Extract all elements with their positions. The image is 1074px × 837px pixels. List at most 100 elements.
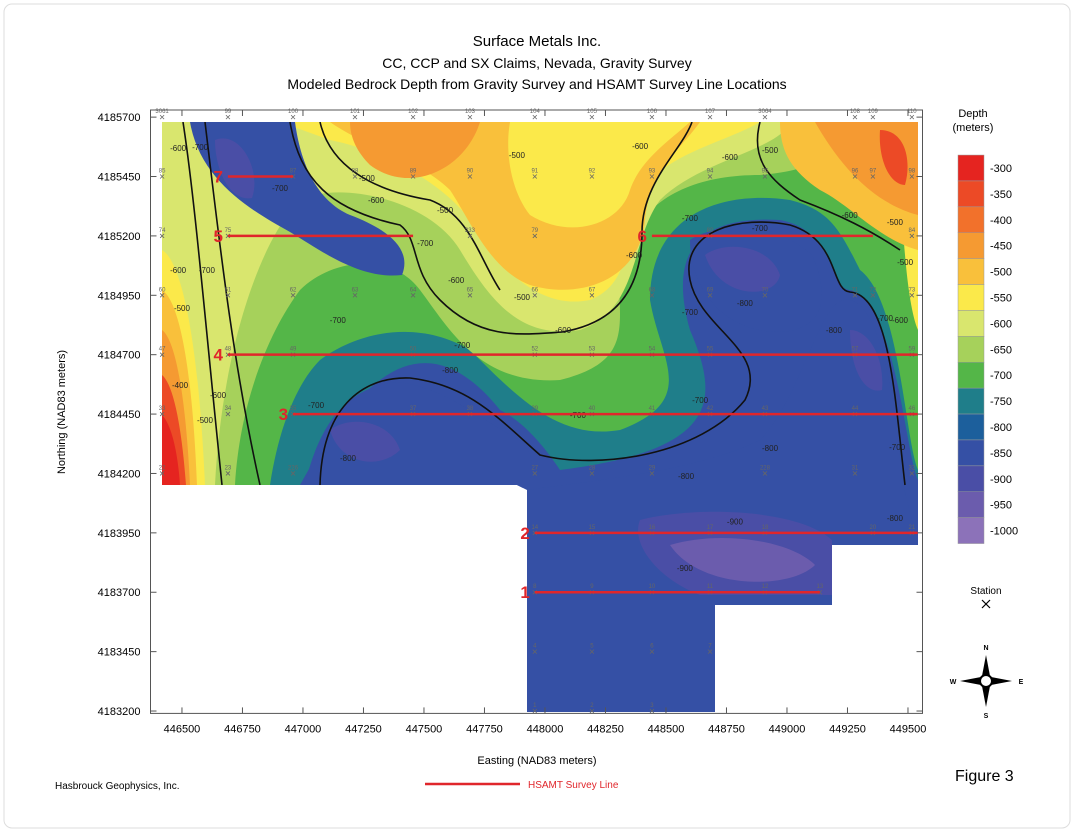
station-marker — [467, 174, 473, 179]
station-label: 33 — [159, 406, 166, 412]
station-label: 93 — [649, 169, 656, 175]
scale-box — [957, 310, 985, 337]
station-marker — [225, 471, 231, 476]
contour-label: -700 — [330, 316, 347, 325]
scale-label: -350 — [990, 189, 1012, 201]
station-marker — [909, 471, 915, 476]
station-marker — [909, 174, 915, 179]
contour-label: -600 — [626, 251, 643, 260]
station-label: 97 — [870, 169, 877, 175]
station-marker — [589, 114, 595, 120]
station-marker — [649, 293, 655, 298]
station-marker — [159, 471, 165, 476]
scale-label: -300 — [990, 163, 1012, 175]
station-marker — [225, 114, 231, 120]
station-label: 95 — [762, 169, 769, 175]
contour-label: -600 — [170, 266, 187, 275]
station-marker — [589, 649, 595, 654]
contour-label: -600 — [210, 391, 227, 400]
y-tick-label: 4184700 — [98, 350, 141, 362]
scale-label: -400 — [990, 215, 1012, 227]
contour-label: -700 — [570, 411, 587, 420]
title-company: Surface Metals Inc. — [473, 33, 601, 50]
scale-box — [957, 258, 985, 285]
station-label: 108 — [850, 109, 861, 115]
contour-label: -500 — [509, 151, 526, 160]
scale-label: -550 — [990, 293, 1012, 305]
station-label: 102 — [408, 109, 419, 115]
station-marker — [852, 174, 858, 179]
station-marker — [649, 649, 655, 654]
survey-line-label: 2 — [520, 524, 529, 543]
station-marker — [159, 174, 165, 179]
station-marker — [467, 114, 473, 120]
station-label: 28 — [589, 465, 596, 471]
figure-number: Figure 3 — [955, 768, 1014, 785]
station-label: 15 — [589, 525, 596, 531]
contour-label: -600 — [555, 326, 572, 335]
station-label: 16 — [649, 525, 656, 531]
contour-label: -600 — [368, 196, 385, 205]
station-label: 27 — [531, 465, 538, 471]
contour-label: -700 — [199, 266, 216, 275]
station-label: 35 — [290, 406, 297, 412]
station-label: 37 — [410, 406, 417, 412]
y-tick-label: 4184450 — [98, 409, 141, 421]
station-label: 64 — [410, 287, 417, 293]
station-label: 71 — [852, 287, 859, 293]
station-marker — [159, 352, 165, 357]
scale-label: -800 — [990, 422, 1012, 434]
station-label: 72 — [870, 287, 877, 293]
contour-line — [289, 122, 693, 335]
contour-label: -700 — [877, 314, 894, 323]
station-marker — [589, 174, 595, 179]
station-marker — [290, 471, 296, 476]
station-marker — [159, 293, 165, 298]
station-label: 233 — [465, 228, 476, 234]
contour-label: -800 — [442, 366, 459, 375]
station-marker — [649, 174, 655, 179]
station-marker — [532, 114, 538, 120]
station-label: 11 — [707, 584, 714, 590]
legend-label: HSAMT Survey Line — [528, 780, 619, 791]
station-label: 17 — [707, 525, 714, 531]
depth-surface — [162, 122, 918, 712]
station-label: 96 — [852, 169, 859, 175]
contour-line — [756, 122, 901, 251]
contour-label: -600 — [170, 144, 187, 153]
contour-label: -700 — [752, 224, 769, 233]
contour-lines — [182, 122, 906, 486]
station-marker — [410, 114, 416, 120]
scale-box — [957, 284, 985, 311]
contour-label: -700 — [682, 214, 699, 223]
station-label: 104 — [530, 109, 541, 115]
x-tick-label: 446500 — [164, 723, 201, 735]
station-marker — [649, 708, 655, 714]
station-marker — [909, 114, 915, 120]
contour-label: -700 — [308, 401, 325, 410]
contour-label: -800 — [737, 299, 754, 308]
station-label: 80 — [707, 228, 714, 234]
contour-label: -700 — [692, 396, 709, 405]
scale-box — [957, 465, 985, 493]
depth-region — [162, 122, 918, 485]
x-tick-label: 449000 — [769, 723, 806, 735]
scale-label: -900 — [990, 474, 1012, 486]
station-marker — [225, 293, 231, 298]
x-tick-label: 447000 — [285, 723, 322, 735]
contour-label: -800 — [340, 454, 357, 463]
station-label: 228 — [760, 465, 771, 471]
survey-line-label: 7 — [213, 168, 222, 187]
station-label: 50 — [410, 347, 417, 353]
station-marker — [870, 174, 876, 179]
survey-line-label: 5 — [213, 227, 222, 246]
station-label: 109 — [868, 109, 879, 115]
station-label: 92 — [589, 169, 596, 175]
y-tick-label: 4185700 — [98, 112, 141, 124]
x-tick-label: 449250 — [829, 723, 866, 735]
contour-line — [319, 221, 906, 486]
station-label: 14 — [531, 525, 538, 531]
scale-label: -600 — [990, 318, 1012, 330]
contour-label: -800 — [887, 514, 904, 523]
station-marker — [532, 233, 538, 239]
